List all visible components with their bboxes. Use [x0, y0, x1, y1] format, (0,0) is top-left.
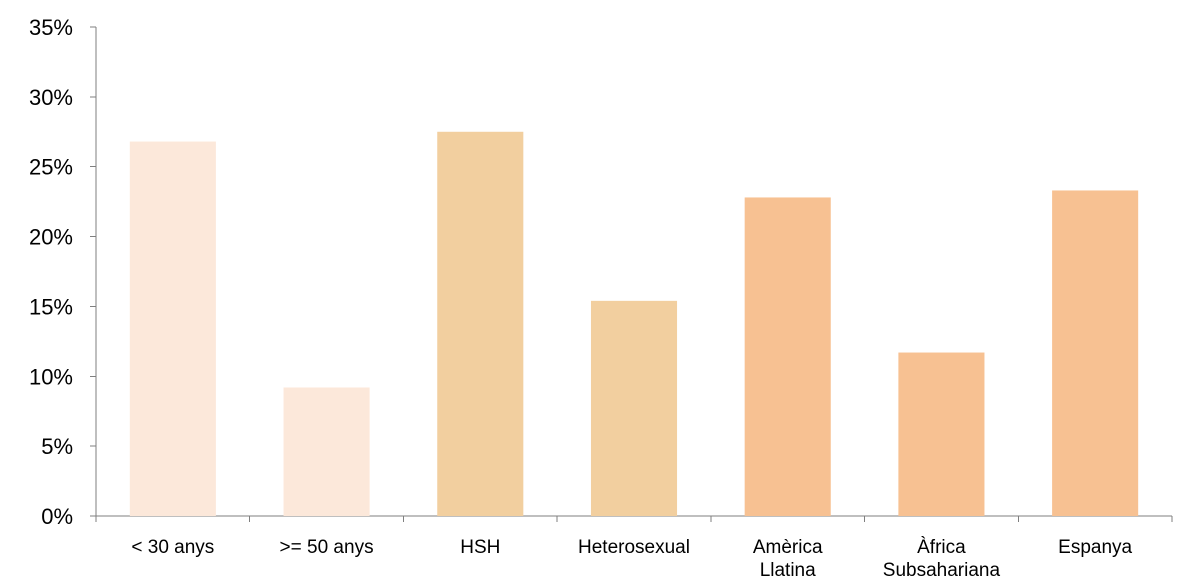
y-tick-label: 0%	[41, 504, 73, 529]
y-tick-label: 35%	[29, 15, 73, 40]
bar-3	[590, 300, 678, 516]
x-axis	[95, 515, 1173, 522]
x-tick-label-line: Subsahariana	[883, 560, 1001, 579]
bars	[129, 131, 1139, 517]
x-tick-label-line: Amèrica	[753, 537, 823, 558]
bar-1	[283, 387, 370, 516]
bar-2	[437, 131, 524, 517]
x-tick-label: Heterosexual	[578, 537, 690, 558]
y-tick-label: 15%	[29, 294, 73, 319]
y-tick-label: 25%	[29, 155, 73, 180]
x-tick-label-line: Àfrica	[917, 537, 966, 558]
y-tick-label: 5%	[41, 434, 73, 459]
x-tick-label: HSH	[460, 537, 500, 558]
x-tick-label-line: < 30 anys	[131, 537, 214, 558]
x-tick-label: Àfrica Subsahariana	[883, 537, 1001, 579]
y-tick-label: 20%	[29, 225, 73, 250]
x-tick-label-line: >= 50 anys	[280, 537, 374, 558]
y-tick-label: 30%	[29, 85, 73, 110]
x-tick-label: Espanya	[1058, 537, 1132, 558]
bar-4	[744, 197, 831, 517]
bar-6	[1052, 190, 1139, 517]
x-tick-label-line: Espanya	[1058, 537, 1132, 558]
category-labels: < 30 anys >= 50 anys HSH Heterosexual Amèric…	[131, 537, 1132, 579]
y-tick-label: 10%	[29, 364, 73, 389]
x-tick-label-line: Llatina	[760, 560, 816, 579]
y-axis: 0% 5% 10% 15% 20% 25% 30% 35%	[29, 15, 97, 529]
x-tick-label: Amèrica Llatina	[753, 537, 823, 579]
x-tick-label-line: HSH	[460, 537, 500, 558]
x-tick-label: >= 50 anys	[280, 537, 374, 558]
x-tick-label-line: Heterosexual	[578, 537, 690, 558]
bar-5	[898, 352, 985, 516]
bar-0	[129, 141, 216, 516]
x-tick-label: < 30 anys	[131, 537, 214, 558]
